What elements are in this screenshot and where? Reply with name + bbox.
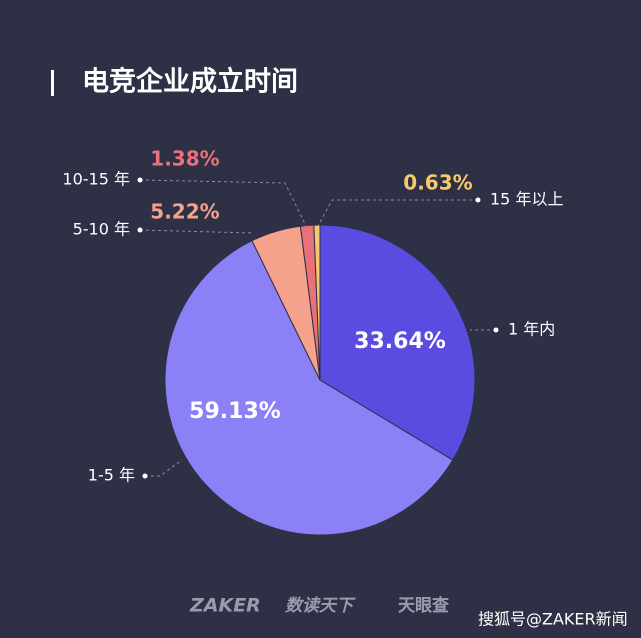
leader-line [139, 229, 253, 234]
data-label: 5.22% [150, 200, 219, 224]
leader-line [139, 179, 307, 227]
watermark-partner: 数读天下 [285, 596, 356, 616]
pie-slice [319, 224, 476, 461]
watermark-brand: ZAKER [189, 595, 261, 617]
pie-slice [164, 240, 454, 536]
leader-dot [137, 177, 143, 183]
leader-dot [142, 473, 148, 479]
data-label: 59.13% [189, 399, 281, 424]
leader-dot [493, 327, 499, 333]
legend-label: 1-5 年 [88, 466, 135, 485]
data-label: 33.64% [354, 329, 446, 354]
title-bar [51, 70, 54, 96]
legend-label: 1 年内 [508, 320, 555, 339]
pie-slice [313, 224, 321, 381]
legend-label: 5-10 年 [73, 220, 130, 239]
data-label: 0.63% [403, 171, 472, 195]
watermark-source: 搜狐号@ZAKER新闻 [478, 610, 628, 629]
leader-line [145, 459, 183, 477]
legend-label: 15 年以上 [490, 190, 563, 209]
leader-line [317, 199, 478, 227]
leader-dot [475, 197, 481, 203]
chart-title: 电竞企业成立时间 [82, 66, 298, 98]
leader-dot [137, 227, 143, 233]
data-label: 1.38% [150, 147, 219, 171]
legend-label: 10-15 年 [62, 170, 130, 189]
watermark-partner: 天眼查 [398, 595, 450, 616]
